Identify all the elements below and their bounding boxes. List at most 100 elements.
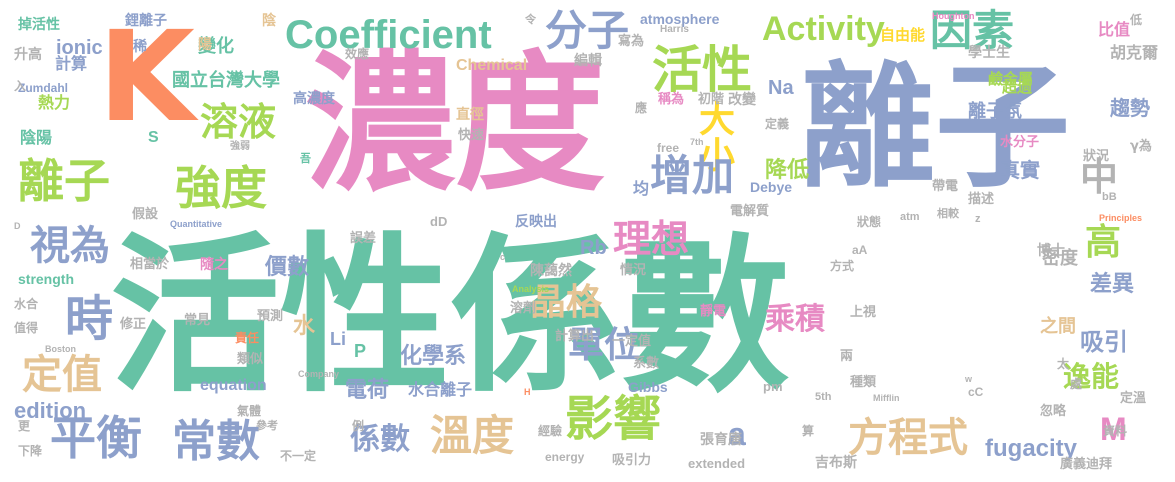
word-cloud-word: 直徑 <box>456 107 484 123</box>
word-cloud-word: 狀況 <box>1083 149 1110 164</box>
word-cloud-word: 改變 <box>728 92 756 108</box>
word-cloud-word: 掉活性 <box>18 17 60 33</box>
word-cloud-word: 吾 <box>300 152 311 165</box>
word-cloud-word: 7th <box>690 137 704 147</box>
word-cloud-word: Gibbs <box>628 379 668 395</box>
word-cloud-word: 誤差 <box>350 231 377 246</box>
word-cloud-word: 修正 <box>120 317 147 332</box>
word-cloud-word: 計算出 <box>555 329 595 344</box>
word-cloud-word: 分子 <box>545 6 630 55</box>
word-cloud-word: 應 <box>635 101 648 115</box>
word-cloud-word: 水 <box>293 314 316 339</box>
word-cloud-word: Harris <box>660 24 689 35</box>
word-cloud-word: 化學系 <box>400 344 467 369</box>
word-cloud-word: 電解質 <box>730 204 770 219</box>
word-cloud-word: 描述 <box>968 192 995 207</box>
word-cloud-word: 低 <box>1130 13 1143 27</box>
word-cloud-word: 例 <box>352 419 365 433</box>
word-cloud-word: 自由能 <box>880 26 926 44</box>
word-cloud-word: 離子 <box>18 154 110 208</box>
word-cloud-word: Debye <box>750 179 793 195</box>
word-cloud-word: 陳藹然 <box>530 263 572 279</box>
word-cloud-word: 水合 <box>14 297 39 311</box>
word-cloud-word: dD <box>430 214 448 229</box>
word-cloud-word: 種類 <box>850 375 877 390</box>
word-cloud-word: 係數 <box>350 422 410 457</box>
word-cloud-word: 下降 <box>18 444 43 458</box>
word-cloud-word: 大小 <box>693 100 734 172</box>
word-cloud-word: 經驗 <box>538 424 563 438</box>
word-cloud-word: 快速 <box>458 128 485 143</box>
word-cloud-word: Na <box>768 77 794 99</box>
word-cloud-word: Principles <box>1099 213 1143 223</box>
word-cloud-word: c <box>500 252 506 262</box>
word-cloud-word: Analysis <box>512 284 550 294</box>
word-cloud-word: 之間 <box>1040 316 1076 337</box>
word-cloud-word: 鋰離子 <box>125 13 167 29</box>
word-cloud-word: extended <box>688 456 746 471</box>
word-cloud-word: 編輯 <box>574 53 602 69</box>
word-cloud-word: 定溫 <box>1120 391 1147 406</box>
word-cloud-word: w <box>965 374 973 384</box>
word-cloud-word: 令 <box>525 13 536 26</box>
word-cloud-word: P <box>354 341 367 361</box>
word-cloud-word: 乘積 <box>765 302 825 337</box>
word-cloud-word: 初階 <box>698 92 725 107</box>
word-cloud-word: 中 <box>1080 155 1119 199</box>
word-cloud-word: 價數 <box>265 255 310 280</box>
word-cloud-word: strength <box>18 271 74 287</box>
word-cloud-word: 廣義迪拜 <box>1060 457 1113 472</box>
word-cloud-word: γ為 <box>1130 139 1152 154</box>
word-cloud-word: 處 <box>1070 377 1083 391</box>
word-cloud-word: 入 <box>14 79 27 93</box>
word-cloud-word: 單位 <box>568 325 641 366</box>
word-cloud-word: edition <box>14 398 87 423</box>
word-cloud-word: 平衡 <box>50 411 142 465</box>
word-cloud-word: 因素 <box>930 6 1015 55</box>
word-cloud-word: Mifflin <box>873 393 900 403</box>
word-cloud-word: Houghton <box>932 11 975 21</box>
word-cloud-word: D <box>14 221 21 231</box>
word-cloud-word: 太 <box>1057 357 1070 371</box>
word-cloud-word: Boston <box>45 344 76 354</box>
word-cloud-word: atm <box>900 211 920 223</box>
word-cloud-word: Zumdahl <box>18 81 68 95</box>
word-cloud-word: 系數 <box>633 356 660 371</box>
word-cloud-word: aA <box>852 243 868 257</box>
word-cloud-word: 狀態 <box>857 215 882 229</box>
word-cloud-word: 陰 <box>262 13 276 29</box>
word-cloud-word: 不一定 <box>280 449 317 463</box>
word-cloud-word: 5th <box>815 391 832 403</box>
word-cloud-word: 降低 <box>765 158 810 183</box>
word-cloud-word: 超過 <box>1002 78 1033 96</box>
word-cloud-word: pm <box>763 379 783 394</box>
word-cloud-word: 均 <box>633 179 650 198</box>
word-cloud-word: ionic <box>56 37 103 59</box>
word-cloud-word: 效應 <box>345 47 370 61</box>
word-cloud-word: 理想 <box>613 217 690 261</box>
word-cloud-word: Company <box>298 369 340 379</box>
word-cloud-word: 假設 <box>132 207 159 222</box>
word-cloud-word: 類似 <box>237 352 264 367</box>
word-cloud-word: 張育唐 <box>700 432 742 448</box>
word-cloud-word: 定值 <box>22 352 102 398</box>
word-cloud-word: 預測 <box>257 309 284 324</box>
word-cloud-word: 陰陽 <box>20 128 53 147</box>
word-cloud-word: Quantitative <box>170 219 223 229</box>
word-cloud-word: 常見 <box>184 313 211 328</box>
word-cloud-word: 相當於 <box>130 257 170 272</box>
word-cloud-word: 方程式 <box>848 415 968 461</box>
word-cloud-word: 溶劑 <box>510 301 537 316</box>
word-cloud-word: 升高 <box>14 47 42 63</box>
word-cloud-word: 帶電 <box>932 179 959 194</box>
word-cloud-word: 反映出 <box>515 214 557 230</box>
word-cloud-word: 上視 <box>850 305 877 320</box>
word-cloud-word: 稀 <box>133 39 147 55</box>
word-cloud-word: 情況 <box>620 263 647 278</box>
word-cloud-word: 真實 <box>1000 158 1040 182</box>
word-cloud-word: 趨勢 <box>1110 96 1150 120</box>
word-cloud-word: 相較 <box>937 207 959 220</box>
word-cloud-word: 計算 <box>55 54 88 73</box>
word-cloud-word: cC <box>968 385 984 399</box>
